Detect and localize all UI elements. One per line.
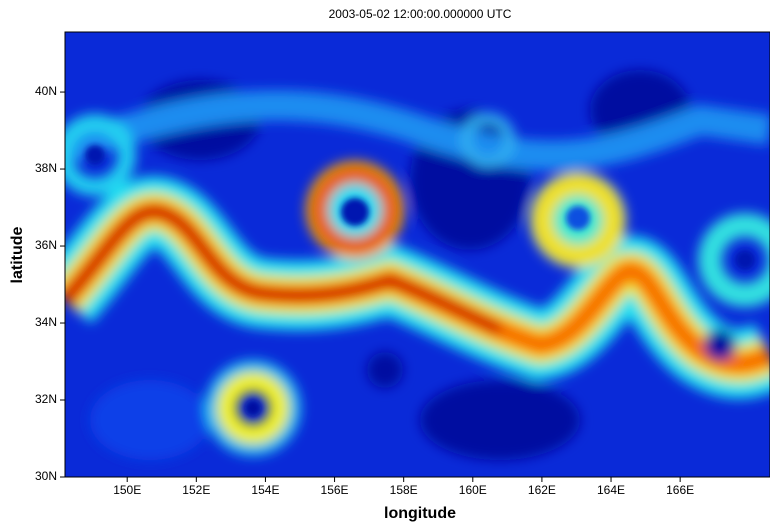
x-tick-label: 162E [528,483,556,497]
plot-frame [64,31,770,478]
y-tick-label: 32N [35,392,57,406]
y-tick-label: 34N [35,315,57,329]
x-tick-label: 158E [390,483,418,497]
x-tick-label: 154E [251,483,279,497]
chart-title: 2003-05-02 12:00:00.000000 UTC [329,7,512,21]
y-tick-label: 38N [35,161,57,175]
y-tick-label: 36N [35,238,57,252]
x-tick-label: 152E [182,483,210,497]
x-tick-label: 160E [459,483,487,497]
x-tick-label: 156E [321,483,349,497]
field [65,32,770,477]
y-tick-label: 30N [35,469,57,483]
y-tick-label: 40N [35,84,57,98]
y-axis-label: latitude [9,226,26,283]
x-axis-label: longitude [384,505,456,522]
x-tick-label: 164E [597,483,625,497]
x-tick-label: 150E [113,483,141,497]
x-tick-label: 166E [666,483,694,497]
